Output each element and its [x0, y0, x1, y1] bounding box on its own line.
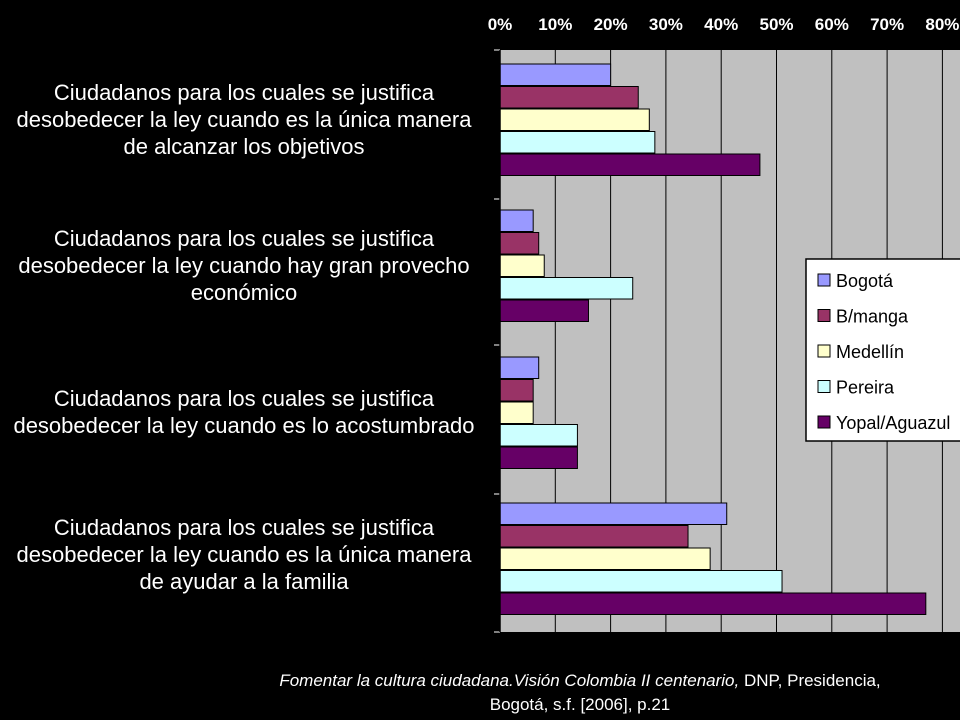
x-tick-label: 30%	[649, 15, 683, 34]
bar-b-manga-cat2	[499, 232, 540, 255]
category-label-line: económico	[190, 280, 298, 305]
category-label-line: de alcanzar los objetivos	[123, 134, 365, 159]
x-tick-label: 40%	[704, 15, 738, 34]
citation-title: Fomentar la cultura ciudadana.Visión Col…	[279, 671, 740, 690]
x-tick-label: 70%	[870, 15, 904, 34]
legend-swatch	[817, 273, 831, 287]
legend-swatch	[817, 380, 831, 393]
bar-yopal-aguazul-cat1	[499, 153, 761, 176]
legend-swatch	[817, 344, 831, 358]
x-tick-label: 50%	[759, 15, 793, 34]
legend-swatch	[817, 309, 831, 322]
legend-label: Pereira	[836, 378, 895, 398]
bar-yopal-aguazul-cat2	[499, 299, 589, 322]
bar-b-manga-cat1	[499, 86, 639, 109]
bar-medell-n-cat3	[499, 401, 534, 424]
category-label-line: desobedecer la ley cuando es la única ma…	[16, 542, 472, 567]
x-axis-ticks: 0% 10% 20% 30% 40% 50% 60% 70% 80%	[488, 15, 959, 633]
bar-b-manga-cat3	[499, 379, 534, 402]
x-tick-label: 20%	[594, 15, 628, 34]
bar-bogot--cat3	[499, 356, 540, 379]
bar-pereira-cat2	[499, 277, 634, 300]
x-tick-label: 80%	[925, 15, 959, 34]
x-tick-label: 10%	[538, 15, 572, 34]
legend-label: Medellín	[836, 342, 904, 362]
legend-label: Yopal/Aguazul	[836, 413, 950, 433]
bar-medell-n-cat1	[499, 108, 650, 131]
legend-label: B/manga	[836, 307, 909, 327]
category-label-line: Ciudadanos para los cuales se justifica	[53, 80, 435, 105]
category-label-line: de ayudar a la familia	[139, 569, 349, 594]
bar-pereira-cat1	[499, 131, 656, 154]
citation-line-1: Fomentar la cultura ciudadana.Visión Col…	[160, 669, 960, 693]
bar-yopal-aguazul-cat4	[499, 592, 927, 615]
bar-b-manga-cat4	[499, 525, 689, 548]
bar-medell-n-cat4	[499, 547, 711, 570]
x-tick-label: 60%	[815, 15, 849, 34]
x-tick-label: 0%	[488, 15, 513, 34]
category-label-line: desobedecer la ley cuando es la única ma…	[16, 107, 472, 132]
citation-publisher: DNP, Presidencia,	[739, 671, 881, 690]
legend-box	[805, 258, 960, 442]
citation-line-2: Bogotá, s.f. [2006], p.21	[489, 695, 671, 714]
source-citation: Fomentar la cultura ciudadana.Visión Col…	[160, 669, 960, 717]
legend-label: Bogotá	[836, 271, 894, 291]
bar-bogot--cat4	[499, 502, 728, 525]
category-label-line: Ciudadanos para los cuales se justifica	[53, 386, 435, 411]
legend: Bogotá B/manga Medellín Pereira Yopal/Aguazu…	[805, 258, 960, 442]
category-label-2: Ciudadanos para los cuales se justifica …	[0, 225, 488, 306]
bar-bogot--cat2	[499, 209, 534, 232]
category-label-line: Ciudadanos para los cuales se justifica	[53, 515, 435, 540]
bar-bogot--cat1	[499, 63, 612, 86]
bar-medell-n-cat2	[499, 254, 545, 277]
category-label-4: Ciudadanos para los cuales se justifica …	[0, 514, 488, 595]
bar-pereira-cat3	[499, 424, 578, 447]
legend-swatch	[817, 415, 831, 429]
bars	[499, 63, 927, 615]
category-label-1: Ciudadanos para los cuales se justifica …	[0, 79, 488, 160]
bar-pereira-cat4	[499, 570, 783, 593]
category-label-3: Ciudadanos para los cuales se justifica …	[0, 385, 488, 439]
category-label-line: desobedecer la ley cuando hay gran prove…	[18, 253, 470, 278]
category-label-line: desobedecer la ley cuando es lo acostumb…	[13, 413, 475, 438]
category-label-line: Ciudadanos para los cuales se justifica	[53, 226, 435, 251]
bar-yopal-aguazul-cat3	[499, 446, 578, 469]
